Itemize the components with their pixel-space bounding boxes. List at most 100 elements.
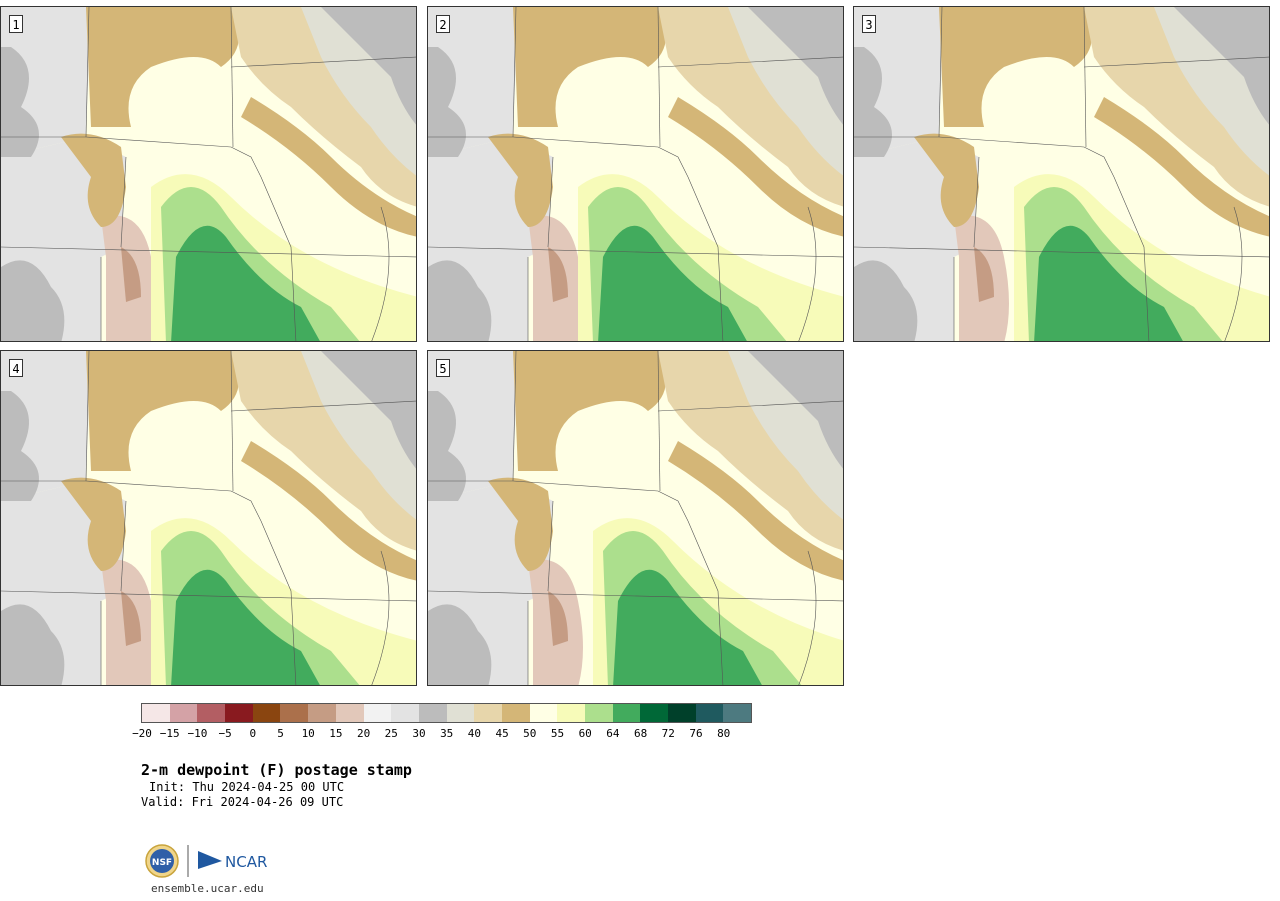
boundary-line [512,7,517,138]
moisture-field [613,569,762,685]
colorbar-tick-label: 40 [467,727,482,740]
panel-number: 5 [436,359,450,377]
boundary-line [120,500,127,592]
colorbar-swatch [280,704,309,722]
terrain-field [428,260,492,341]
colorbar-tick-label: 15 [329,727,343,740]
dewpoint-map-5 [428,351,843,685]
map-panel-1: 1 [0,6,417,342]
terrain-field [428,47,466,157]
colorbar-tick-label: 55 [550,727,565,740]
boundary-line [657,351,661,492]
boundary-line [85,351,90,482]
colorbar-swatch [695,704,724,722]
terrain-field [1,260,65,341]
dry-field [121,247,141,302]
terrain-field [1,604,65,685]
nsf-ncar-logo: NSF NCAR [145,844,267,878]
colorbar-tick-label: 25 [384,727,398,740]
boundary-line [230,146,262,178]
boundary-line [938,7,943,138]
tan-field [61,133,126,227]
ncar-text: NCAR [225,853,267,871]
gray-field [1174,7,1269,125]
colorbar-ticks: −20 −15 −10 −5 0 5 10 15 20 25 30 35 40 45 50 55 60 64 68 7… [132,727,757,741]
dewpoint-map-3 [854,7,1269,341]
tan-field [488,133,553,227]
moisture-field [171,225,320,341]
colorbar-tick-label: 20 [356,727,371,740]
colorbar-swatch [169,704,198,722]
valid-time: Valid: Fri 2024-04-26 09 UTC [141,795,344,809]
boundary-line [85,136,232,148]
boundary-line [230,351,234,492]
boundary-line [230,7,234,148]
boundary-line [371,550,390,685]
colorbar-swatch [308,704,336,722]
boundary-line [657,7,661,148]
dewpoint-map-4 [1,351,416,685]
boundary-line [1083,7,1087,148]
gray-field [321,351,416,469]
colorbar-tick-label: 76 [689,727,703,740]
tan-field [914,133,979,227]
boundary-line [657,146,689,178]
colorbar-tick-label: 45 [495,727,509,740]
colorbar-swatch [474,704,502,722]
colorbar-tick-label: 35 [440,727,454,740]
boundary-line [230,56,416,68]
tan-band [1094,97,1269,237]
colorbar-tick-label: 50 [523,727,537,740]
boundary-line [371,206,390,341]
tan-field [86,351,239,471]
colorbar-swatch [335,704,364,722]
boundary-line [1083,146,1115,178]
terrain-field [1,391,39,501]
boundary-line [512,351,517,482]
tan-field [86,7,239,127]
panel-number: 3 [862,15,876,33]
boundary-line [687,176,724,341]
panel-number: 2 [436,15,450,33]
boundary-line [547,500,554,592]
boundary-line [260,520,297,685]
boundary-line [512,480,659,492]
terrain-field [854,47,892,157]
gray-field [321,7,416,125]
colorbar-swatch [668,704,696,722]
boundary-line [512,136,659,148]
colorbar-swatch [640,704,669,722]
map-panel-2: 2 [427,6,844,342]
boundary-line [1224,206,1243,341]
map-panel-4: 4 [0,350,417,686]
boundary-line [260,176,297,341]
boundary-line [85,480,232,492]
boundary-line [938,136,1085,148]
dry-field [974,247,994,302]
boundary-line [230,490,262,522]
colorbar-tick-label: 5 [277,727,284,740]
dry-field [548,591,568,646]
colorbar-swatch [529,704,558,722]
colorbar-tick-label: −10 [187,727,208,740]
tan-field [513,351,666,471]
tan-band [668,441,843,581]
tan-field [513,7,666,127]
colorbar-swatch [363,704,392,722]
terrain-field [428,391,466,501]
map-panel-5: 5 [427,350,844,686]
colorbar-swatch [142,704,170,722]
moisture-field [1034,225,1183,341]
colorbar-swatch [252,704,281,722]
boundary-line [657,56,843,68]
colorbar-tick-label: 60 [578,727,592,740]
colorbar-tick-label: 72 [661,727,675,740]
colorbar-swatch [197,704,226,722]
colorbar-tick-label: 64 [606,727,620,740]
boundary-line [1,590,416,602]
dry-field [121,591,141,646]
colorbar-swatch [418,704,447,722]
boundary-line [657,400,843,412]
colorbar-swatch [612,704,641,722]
plot-title: 2-m dewpoint (F) postage stamp [141,761,412,779]
